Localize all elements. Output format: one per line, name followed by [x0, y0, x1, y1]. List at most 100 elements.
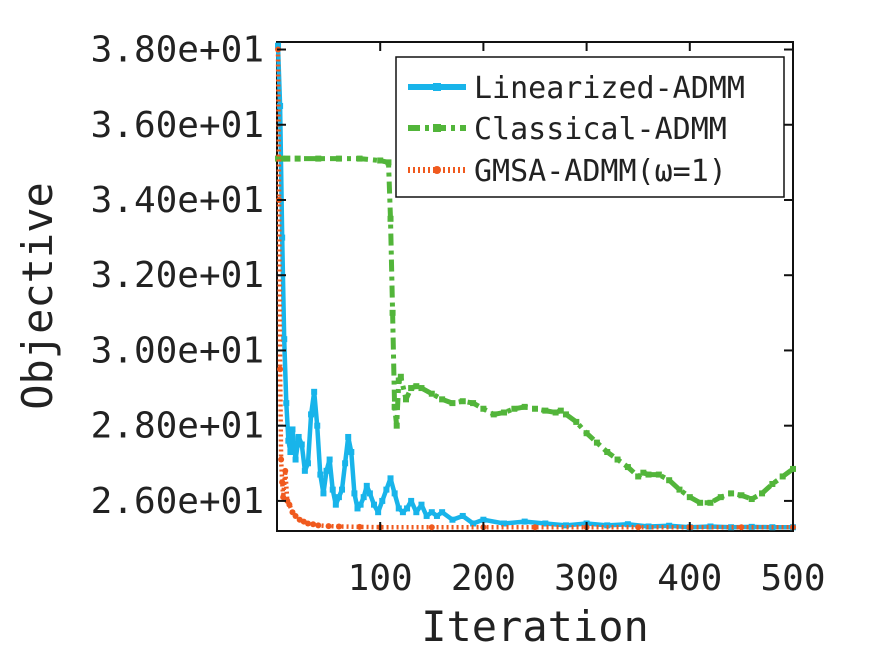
- data-point: [311, 388, 318, 395]
- data-point: [686, 494, 693, 501]
- data-point: [360, 494, 367, 501]
- data-point: [428, 509, 435, 516]
- data-point: [287, 449, 294, 456]
- data-point: [285, 437, 292, 444]
- data-point: [366, 490, 373, 497]
- x-tick-label: 200: [451, 558, 516, 599]
- plot-area-frame: [276, 41, 794, 532]
- data-point: [391, 403, 398, 410]
- data-point: [408, 497, 415, 504]
- data-point: [459, 512, 466, 519]
- y-tick-label: 3.40e+01: [91, 180, 264, 221]
- legend-marker-linearized-admm: [433, 83, 441, 91]
- data-point: [404, 505, 411, 512]
- data-point: [418, 385, 425, 392]
- data-point: [666, 477, 673, 484]
- data-point: [294, 155, 301, 162]
- data-point: [399, 509, 406, 516]
- data-point: [395, 505, 402, 512]
- y-tick-label: 3.60e+01: [91, 105, 264, 146]
- series-line-classical-admm: [278, 156, 795, 506]
- x-tick-label: 300: [554, 558, 619, 599]
- data-point: [413, 509, 420, 516]
- data-point: [532, 405, 538, 412]
- data-point: [371, 501, 378, 508]
- data-point: [501, 409, 508, 416]
- data-point: [624, 464, 631, 471]
- data-point: [356, 523, 363, 530]
- data-point: [790, 465, 796, 472]
- data-point: [282, 467, 289, 474]
- data-point: [707, 499, 714, 506]
- data-point: [279, 479, 286, 486]
- data-point: [676, 486, 683, 493]
- data-point: [439, 396, 446, 403]
- data-point: [280, 494, 287, 501]
- data-point: [562, 522, 569, 529]
- data-point: [281, 336, 288, 343]
- data-point: [480, 516, 487, 523]
- data-point: [275, 155, 282, 162]
- data-point: [339, 486, 346, 493]
- data-point: [403, 396, 409, 403]
- y-tick-label: 2.80e+01: [91, 406, 264, 447]
- data-point: [387, 215, 394, 222]
- y-tick-label: 3.80e+01: [91, 30, 264, 71]
- data-point: [490, 411, 497, 418]
- data-point: [391, 490, 398, 497]
- legend-marker-gmsa-admm: [433, 166, 441, 174]
- data-point: [278, 456, 285, 463]
- y-tick-label: 3.00e+01: [91, 330, 264, 371]
- data-point: [304, 520, 311, 527]
- data-point: [748, 496, 755, 503]
- data-point: [286, 501, 293, 508]
- data-point: [275, 42, 282, 49]
- x-tick-label: 400: [657, 558, 722, 599]
- data-point: [379, 497, 386, 504]
- data-point: [542, 407, 549, 414]
- data-point: [769, 480, 776, 487]
- data-point: [310, 521, 317, 528]
- data-point: [501, 520, 508, 527]
- data-point: [348, 449, 355, 456]
- data-point: [521, 518, 528, 525]
- data-point: [301, 467, 308, 474]
- data-point: [277, 366, 284, 373]
- data-point: [315, 155, 322, 162]
- data-point: [738, 492, 745, 499]
- data-point: [542, 520, 549, 527]
- data-point: [395, 377, 402, 384]
- data-point: [408, 385, 415, 392]
- data-point: [329, 486, 336, 493]
- ticks-layer: 100 200 300 400 500 2.60e+01 2.80e+01 3.00e+01 3…: [91, 30, 826, 599]
- data-point: [697, 499, 704, 506]
- legend-marker-classical-admm: [433, 124, 441, 132]
- data-point: [284, 155, 291, 162]
- data-point: [314, 422, 321, 429]
- data-point: [655, 471, 662, 478]
- data-point: [320, 490, 327, 497]
- data-point: [385, 159, 392, 166]
- data-point: [635, 524, 642, 531]
- data-point: [593, 439, 600, 446]
- data-point: [640, 469, 647, 476]
- data-point: [532, 524, 538, 531]
- data-point: [363, 482, 370, 489]
- series-line-gmsa-admm-1: [275, 49, 793, 530]
- y-tick-label: 3.20e+01: [91, 255, 264, 296]
- data-point: [738, 524, 745, 531]
- data-point: [759, 490, 766, 497]
- data-point: [356, 155, 363, 162]
- data-point: [335, 155, 342, 162]
- data-point: [375, 509, 382, 516]
- data-point: [357, 501, 364, 508]
- data-point: [449, 400, 456, 407]
- data-point: [304, 460, 311, 467]
- data-point: [279, 234, 286, 241]
- data-point: [387, 475, 394, 482]
- data-point: [433, 512, 440, 519]
- data-point: [393, 422, 400, 429]
- data-point: [624, 521, 631, 528]
- data-point: [335, 494, 342, 501]
